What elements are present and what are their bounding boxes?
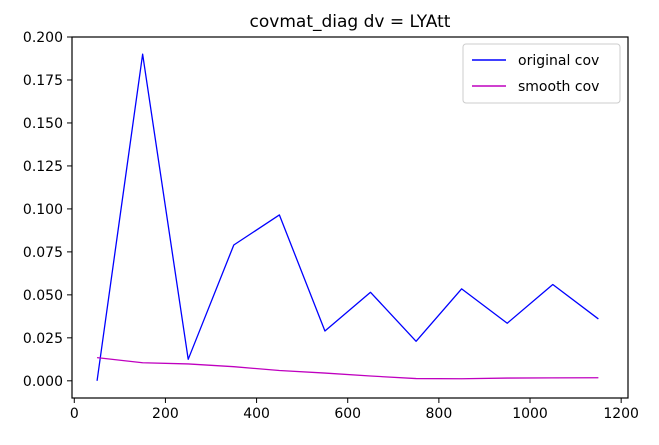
y-tick-label: 0.100	[23, 202, 63, 218]
y-tick-label: 0.125	[23, 159, 63, 175]
axes-layer: 0 200 400 600 800 1000 1200 0.000 0.025 0.050 0.07…	[23, 30, 639, 422]
legend-label: original cov	[518, 53, 599, 69]
x-tick-label: 800	[426, 406, 453, 422]
y-tick-label: 0.025	[23, 331, 63, 347]
y-tick-label: 0.175	[23, 73, 63, 89]
x-tick-label: 1000	[512, 406, 548, 422]
x-tick-label: 400	[243, 406, 270, 422]
x-tick-label: 1200	[603, 406, 639, 422]
x-tick-label: 0	[70, 406, 79, 422]
y-tick-label: 0.150	[23, 116, 63, 132]
legend: original cov smooth cov	[462, 43, 621, 104]
chart-title: covmat_diag dv = LYAtt	[250, 12, 451, 32]
y-tick-label: 0.200	[23, 30, 63, 46]
series-line-smooth-cov	[96, 356, 599, 380]
x-tick-label: 200	[152, 406, 179, 422]
plot-frame	[71, 36, 629, 399]
legend-box	[462, 43, 621, 104]
y-tick-label: 0.050	[23, 288, 63, 304]
legend-label: smooth cov	[518, 79, 599, 95]
y-tick-label: 0.075	[23, 245, 63, 261]
x-tick-label: 600	[334, 406, 361, 422]
y-tick-label: 0.000	[23, 374, 63, 390]
series-layer	[96, 53, 599, 381]
series-line-original-cov	[96, 53, 599, 381]
